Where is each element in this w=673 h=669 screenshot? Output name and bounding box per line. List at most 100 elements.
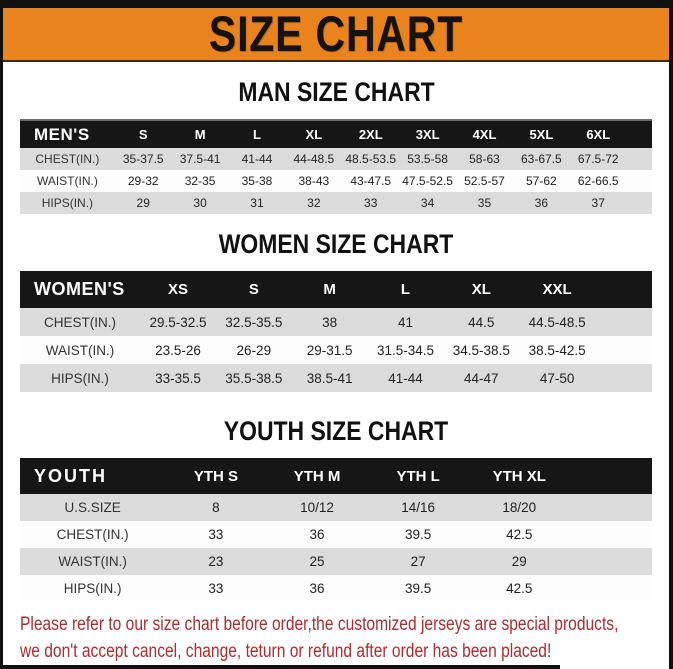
value-cell: 39.5 [404,581,432,596]
filler-cell [570,575,652,602]
value-cell: 53.5-58 [407,152,448,166]
value-cell: 36 [309,527,325,542]
filler-cell [570,521,652,548]
table-title-cell: WOMEN'S [34,279,125,299]
filler-cell [570,548,652,575]
value-cell: 29-32 [127,174,159,188]
left-border-bar [0,0,3,669]
value-cell: 41-44 [241,152,273,166]
value-cell: 44.5-48.5 [528,314,586,330]
row-label-cell: WAIST(IN.) [58,554,127,569]
table-row: WAIST(IN.) 23.5-26 26-29 29-31.5 31.5-34.5 34… [20,336,652,364]
value-cell: 37 [591,196,605,210]
value-cell: 44-47 [464,370,499,386]
value-cell: 31 [250,196,264,210]
filler-cell [595,336,652,364]
title-banner: SIZE CHART [3,6,669,62]
filler-cell [595,308,652,336]
value-cell: 35 [477,196,492,210]
youth-size-table: YOUTH YTH S YTH M YTH L YTH XL U.S.SIZE 8 10/12… [20,458,652,602]
value-cell: 8 [212,500,220,515]
row-label-cell: HIPS(IN.) [63,581,122,596]
value-cell: 39.5 [404,527,432,542]
size-header-cell: YTH S [193,467,238,485]
value-cell: 37.5-41 [179,152,221,166]
value-cell: 38-43 [298,174,330,188]
size-header-cell: L [400,281,411,298]
value-cell: 29 [511,554,527,569]
value-cell: 34.5-38.5 [452,342,510,358]
value-cell: 27 [410,554,426,569]
content-area: MAN SIZE CHART MEN'S S M L XL 2XL 3XL 4XL 5XL 6XL… [3,62,669,669]
women-section-heading: WOMEN SIZE CHART [3,231,669,258]
filler-cell [595,364,652,392]
row-label-cell: WAIST(IN.) [36,174,98,188]
table-header-row: YOUTH YTH S YTH M YTH L YTH XL [20,458,652,494]
filler-cell [627,148,652,170]
size-header-cell: 5XL [529,127,554,142]
row-label-cell: WAIST(IN.) [45,342,115,358]
value-cell: 33 [364,196,378,210]
value-cell: 42.5 [506,581,533,596]
value-cell: 57-62 [526,174,557,188]
table-row: CHEST(IN.) 35-37.5 37.5-41 41-44 44-48.5 48.5… [20,148,652,170]
value-cell: 33-35.5 [155,370,201,386]
value-cell: 23.5-26 [155,342,201,358]
value-cell: 30 [193,196,207,210]
value-cell: 36 [309,581,325,596]
value-cell: 34 [420,196,435,210]
value-cell: 33 [208,527,224,542]
filler-cell [595,271,652,308]
row-label-cell: CHEST(IN.) [56,527,129,542]
value-cell: 29.5-32.5 [149,314,207,330]
value-cell: 26-29 [236,342,272,358]
value-cell: 42.5 [506,527,533,542]
table-title-cell: YOUTH [34,465,107,486]
value-cell: 48.5-53.5 [345,152,397,166]
size-header-cell: L [253,127,261,142]
table-title-cell: MEN'S [34,124,90,144]
youth-section: YOUTH SIZE CHART YOUTH YTH S YTH M YTH L YTH… [3,418,669,602]
value-cell: 41-44 [388,370,423,386]
value-cell: 35.5-38.5 [225,370,283,386]
value-cell: 35-38 [241,174,273,188]
table-row: HIPS(IN.) 33-35.5 35.5-38.5 38.5-41 41-44 44-… [20,364,652,392]
women-section: WOMEN SIZE CHART WOMEN'S XS S M L XL XXL CHEST(… [3,231,669,392]
filler-cell [627,192,652,214]
value-cell: 41 [397,314,413,330]
value-cell: 67.5-72 [577,152,619,166]
filler-cell [570,494,652,521]
value-cell: 44.5 [468,314,495,330]
filler-cell [627,170,652,192]
table-row: WAIST(IN.) 29-32 32-35 35-38 38-43 43-47.5 47.… [20,170,652,192]
size-header-cell: XXL [542,281,572,298]
value-cell: 52.5-57 [464,174,505,188]
value-cell: 63-67.5 [521,152,562,166]
women-size-table: WOMEN'S XS S M L XL XXL CHEST(IN.) 29.5-32.5 32.5… [20,271,652,392]
size-header-cell: XL [471,281,491,298]
value-cell: 35-37.5 [122,152,164,166]
value-cell: 18/20 [502,500,537,515]
size-header-cell: XL [305,127,323,142]
row-label-cell: CHEST(IN.) [35,152,100,166]
size-header-cell: YTH XL [492,467,546,485]
row-label-cell: CHEST(IN.) [44,314,117,330]
size-header-cell: YTH M [293,467,341,485]
value-cell: 36 [534,196,549,210]
page-title: SIZE CHART [208,6,464,62]
value-cell: 38 [322,314,338,330]
value-cell: 32.5-35.5 [225,314,283,330]
men-section: MAN SIZE CHART MEN'S S M L XL 2XL 3XL 4XL 5XL 6XL… [3,79,669,214]
table-row: CHEST(IN.) 33 36 39.5 42.5 [20,521,652,548]
size-header-cell: M [323,281,336,298]
value-cell: 62-66.5 [577,174,619,188]
bottom-border-bar [0,665,560,669]
value-cell: 23 [208,554,224,569]
value-cell: 29-31.5 [306,342,353,358]
value-cell: 29 [136,196,150,210]
value-cell: 31.5-34.5 [376,342,434,358]
size-header-cell: S [138,127,148,142]
size-header-cell: 2XL [358,127,383,142]
row-label-cell: U.S.SIZE [64,500,121,515]
